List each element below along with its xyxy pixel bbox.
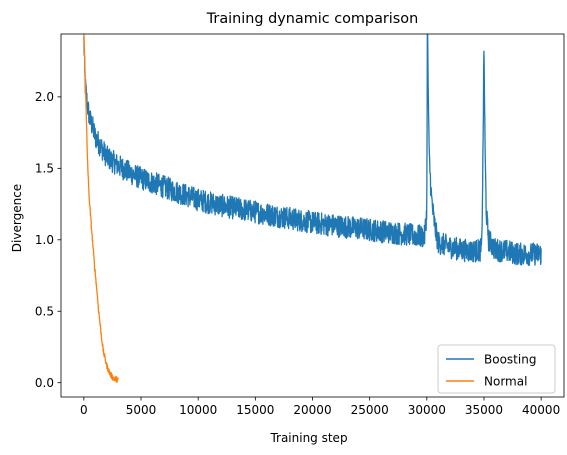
x-tick-label: 35000 bbox=[465, 403, 503, 417]
x-axis: 0 5000 10000 15000 20000 25000 30000 35000 40000 bbox=[80, 397, 560, 417]
legend-label-normal: Normal bbox=[484, 375, 527, 389]
y-axis: 0.0 0.5 1.0 1.5 2.0 bbox=[35, 90, 61, 390]
series-boosting bbox=[83, 34, 542, 266]
x-tick-label: 25000 bbox=[351, 403, 389, 417]
x-tick-label: 20000 bbox=[293, 403, 331, 417]
y-tick-label: 0.0 bbox=[35, 376, 54, 390]
y-tick-label: 1.0 bbox=[35, 233, 54, 247]
legend: Boosting Normal bbox=[437, 344, 556, 394]
series-line-boosting bbox=[83, 34, 542, 266]
chart-title: Training dynamic comparison bbox=[206, 11, 418, 27]
y-tick-label: 1.5 bbox=[35, 162, 54, 176]
series-layer bbox=[83, 34, 542, 383]
x-tick-label: 10000 bbox=[179, 403, 217, 417]
series-line-normal bbox=[83, 34, 119, 383]
y-tick-label: 2.0 bbox=[35, 90, 54, 104]
x-tick-label: 5000 bbox=[126, 403, 157, 417]
series-normal bbox=[83, 34, 119, 383]
x-tick-label: 15000 bbox=[236, 403, 274, 417]
y-axis-title: Divergence bbox=[10, 184, 24, 252]
x-tick-label: 40000 bbox=[522, 403, 560, 417]
x-tick-label: 0 bbox=[80, 403, 88, 417]
y-tick-label: 0.5 bbox=[35, 305, 54, 319]
legend-label-boosting: Boosting bbox=[484, 353, 536, 367]
x-axis-title: Training step bbox=[269, 431, 347, 445]
x-tick-label: 30000 bbox=[408, 403, 446, 417]
